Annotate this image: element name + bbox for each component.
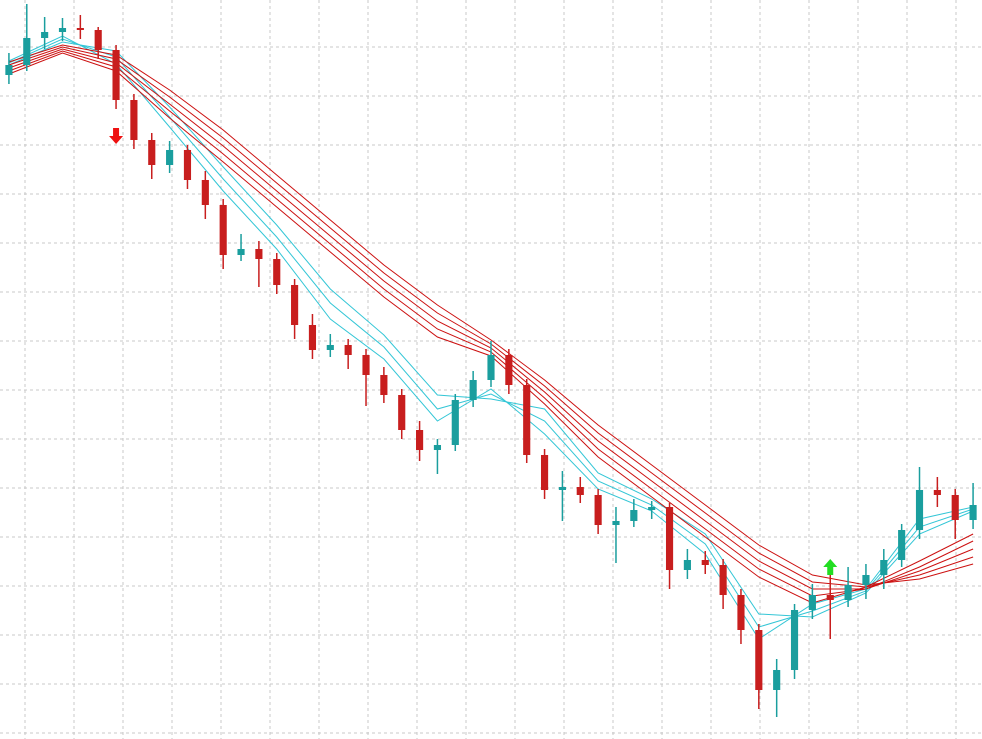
candle-body bbox=[862, 575, 870, 585]
candle-body bbox=[291, 285, 299, 325]
candle-body bbox=[380, 375, 388, 395]
candle-body bbox=[326, 345, 334, 350]
candle-body bbox=[23, 38, 31, 65]
moving-average-line bbox=[8, 52, 974, 604]
moving-average-line bbox=[8, 41, 974, 618]
candle-body bbox=[612, 521, 620, 525]
candle-body bbox=[237, 249, 245, 255]
candle-body bbox=[433, 445, 442, 450]
candle-body bbox=[648, 507, 656, 510]
candle-body bbox=[451, 400, 459, 445]
candle-body bbox=[558, 487, 566, 490]
sell-arrow bbox=[109, 128, 124, 144]
candle-body bbox=[683, 560, 691, 570]
candle-body bbox=[773, 670, 781, 690]
candle-body bbox=[790, 610, 799, 670]
candle-body bbox=[933, 490, 941, 495]
candle-body bbox=[273, 259, 281, 285]
moving-average-line bbox=[8, 38, 974, 628]
candle-body bbox=[755, 630, 763, 690]
moving-average-line bbox=[8, 50, 974, 597]
candle-body bbox=[166, 150, 174, 165]
candle-body bbox=[255, 249, 263, 259]
candle-body bbox=[308, 325, 317, 350]
buy-arrow bbox=[823, 559, 838, 575]
candle-body bbox=[219, 205, 227, 255]
candle-body bbox=[701, 560, 709, 565]
moving-average-line bbox=[8, 44, 974, 586]
candle-body bbox=[540, 455, 549, 490]
candle-body bbox=[808, 595, 816, 610]
candle-body bbox=[826, 595, 834, 600]
moving-average-line bbox=[8, 48, 974, 590]
candle-body bbox=[183, 150, 192, 180]
moving-average-line bbox=[8, 46, 974, 588]
candle-body bbox=[201, 180, 209, 205]
candle-body bbox=[148, 140, 156, 165]
candle-body bbox=[58, 28, 67, 32]
candle-body bbox=[630, 510, 638, 521]
candle-body bbox=[880, 560, 888, 575]
candle-body bbox=[665, 507, 674, 570]
candle-body bbox=[487, 355, 495, 380]
candle-body bbox=[523, 385, 531, 455]
candle-body bbox=[915, 490, 924, 530]
candle-body bbox=[362, 355, 370, 375]
candle-body bbox=[898, 530, 906, 560]
candle-body bbox=[719, 565, 727, 595]
candle-body bbox=[416, 430, 424, 450]
candle-body bbox=[94, 30, 102, 50]
candle-body bbox=[130, 100, 138, 140]
candle-body bbox=[76, 28, 84, 30]
candle-body bbox=[844, 585, 852, 600]
candle-body bbox=[969, 505, 977, 520]
candle-body bbox=[951, 495, 959, 520]
moving-average-line bbox=[8, 35, 974, 640]
candle-body bbox=[469, 380, 477, 400]
candle-body bbox=[112, 50, 120, 100]
candle-body bbox=[5, 65, 13, 75]
candle-body bbox=[505, 355, 513, 385]
candle-body bbox=[576, 487, 584, 495]
candle-body bbox=[344, 345, 352, 355]
candle-body bbox=[594, 495, 602, 525]
candle-body bbox=[41, 32, 49, 38]
candle-body bbox=[737, 595, 745, 630]
candle-body bbox=[398, 395, 406, 430]
